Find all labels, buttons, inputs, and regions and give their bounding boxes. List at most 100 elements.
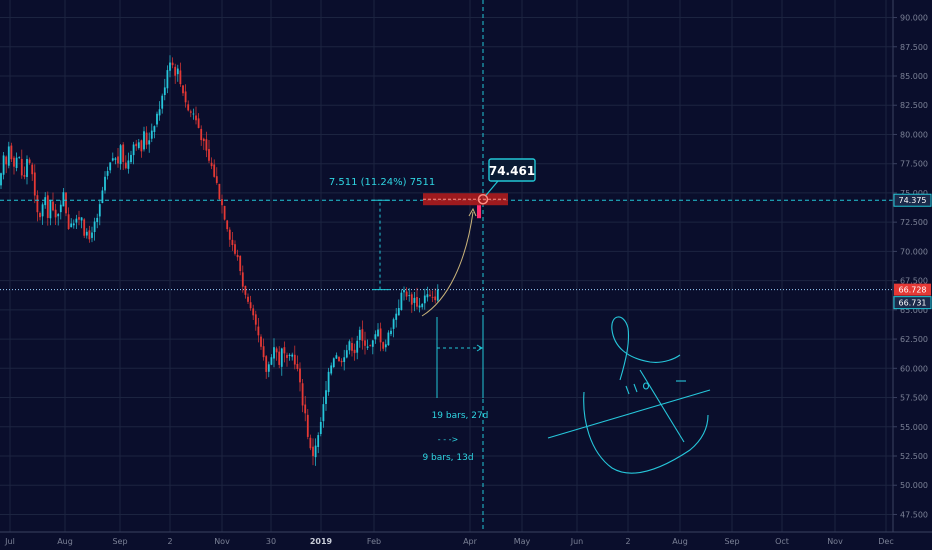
candle-body [124, 162, 127, 169]
price-tick-label: 82.500 [900, 101, 928, 110]
time-axis[interactable]: Jul Aug Sep 2 Nov 30 2019 Feb Apr May Jun 2 Aug Sep Oc… [0, 531, 932, 546]
candle-body [247, 296, 249, 302]
candle-body [291, 354, 294, 357]
candle-body [174, 66, 177, 76]
candle-body [7, 146, 10, 166]
candle-body [130, 154, 132, 163]
candle-body [397, 308, 400, 316]
time-tick-label: 2 [625, 537, 630, 546]
candle-body [429, 294, 431, 296]
candle-body [408, 295, 411, 296]
price-tick-label: 70.000 [900, 247, 928, 256]
candle-body [436, 289, 439, 301]
candle-body [106, 171, 109, 176]
candle-body [327, 371, 330, 393]
candle-body [197, 118, 200, 128]
candle-body [143, 131, 145, 150]
candle-body [78, 217, 80, 220]
candle-body [187, 104, 190, 111]
candle-body [270, 357, 273, 365]
price-axis[interactable]: 47.500 50.000 52.500 55.000 57.500 60.000 62.5… [892, 0, 932, 550]
candle-body [161, 95, 164, 109]
candle-body [189, 111, 192, 113]
candle-body [299, 368, 301, 383]
candle-body [0, 173, 2, 186]
candle-body [52, 201, 54, 211]
candle-body [192, 113, 195, 115]
time-tick-label: 2 [167, 537, 172, 546]
candle-body [288, 354, 291, 356]
price-tick-label: 72.500 [900, 218, 928, 227]
candle-body [195, 115, 197, 121]
candle-body [325, 390, 327, 404]
candle-body [218, 183, 221, 199]
candle-body [267, 364, 270, 372]
candle-body [104, 176, 106, 191]
candle-body [96, 217, 99, 223]
candle-body [179, 70, 182, 85]
candle-body [98, 204, 101, 217]
candle-body [13, 157, 15, 167]
candle-body [384, 344, 387, 348]
drawing-overlays: 7.511 (11.24%) 7511 74.461 19 bars, 27d - -… [0, 0, 893, 532]
candle-body [137, 142, 140, 148]
target-marker [477, 205, 481, 219]
candle-body [148, 140, 151, 145]
candle-body [117, 156, 119, 164]
callout-leader [485, 180, 499, 196]
projection-label: 9 bars, 13d [422, 453, 473, 463]
candle-body [93, 221, 96, 232]
candle-body [296, 363, 299, 370]
candle-body [59, 204, 62, 213]
candle-body [351, 343, 353, 351]
candle-body [153, 126, 156, 133]
candle-body [416, 297, 418, 307]
candle-body [353, 349, 356, 354]
candle-body [254, 314, 257, 325]
time-tick-label: Jun [570, 537, 584, 546]
candle-body [314, 445, 317, 458]
candle-body [182, 85, 184, 94]
target-point-marker [477, 193, 489, 205]
time-tick-label: 2019 [310, 537, 333, 546]
candle-body [231, 239, 234, 246]
price-tick-label: 55.000 [900, 423, 928, 432]
candle-body [273, 347, 275, 359]
candle-body [377, 329, 379, 337]
candle-body [150, 130, 153, 139]
price-range-label: 7.511 (11.24%) 7511 [329, 177, 435, 188]
price-tick-label: 62.500 [900, 335, 928, 344]
price-tick-label: 77.500 [900, 160, 928, 169]
price-tick-label: 85.000 [900, 72, 928, 81]
candle-body [431, 296, 434, 298]
time-tick-label: May [514, 537, 531, 546]
candle-body [54, 209, 57, 218]
candle-body [145, 132, 148, 145]
candle-body [228, 229, 231, 240]
candle-body [262, 346, 265, 358]
time-tick-label: Oct [775, 537, 789, 546]
candle-body [101, 190, 104, 204]
price-tick-label: 90.000 [900, 14, 928, 23]
price-tick-label: 50.000 [900, 481, 928, 490]
candle-body [140, 140, 143, 152]
time-tick-label: Sep [112, 537, 127, 546]
bars-range-arrowhead [476, 344, 483, 352]
candle-body [392, 319, 395, 329]
price-tick-label: 47.500 [900, 510, 928, 519]
crosshair-price-label: 74.375 [899, 196, 927, 205]
time-tick-label: Nov [827, 537, 843, 546]
candle-body [5, 156, 8, 165]
current-price-badge [894, 283, 931, 296]
candle-body [345, 350, 348, 358]
candle-body [44, 197, 47, 206]
candle-body [70, 223, 73, 228]
candle-body [371, 340, 374, 347]
candle-body [241, 272, 244, 287]
candle-body [169, 62, 171, 71]
candle-body [223, 205, 226, 220]
candle-body [2, 155, 5, 175]
candle-body [200, 128, 203, 141]
candle-body [213, 164, 216, 177]
